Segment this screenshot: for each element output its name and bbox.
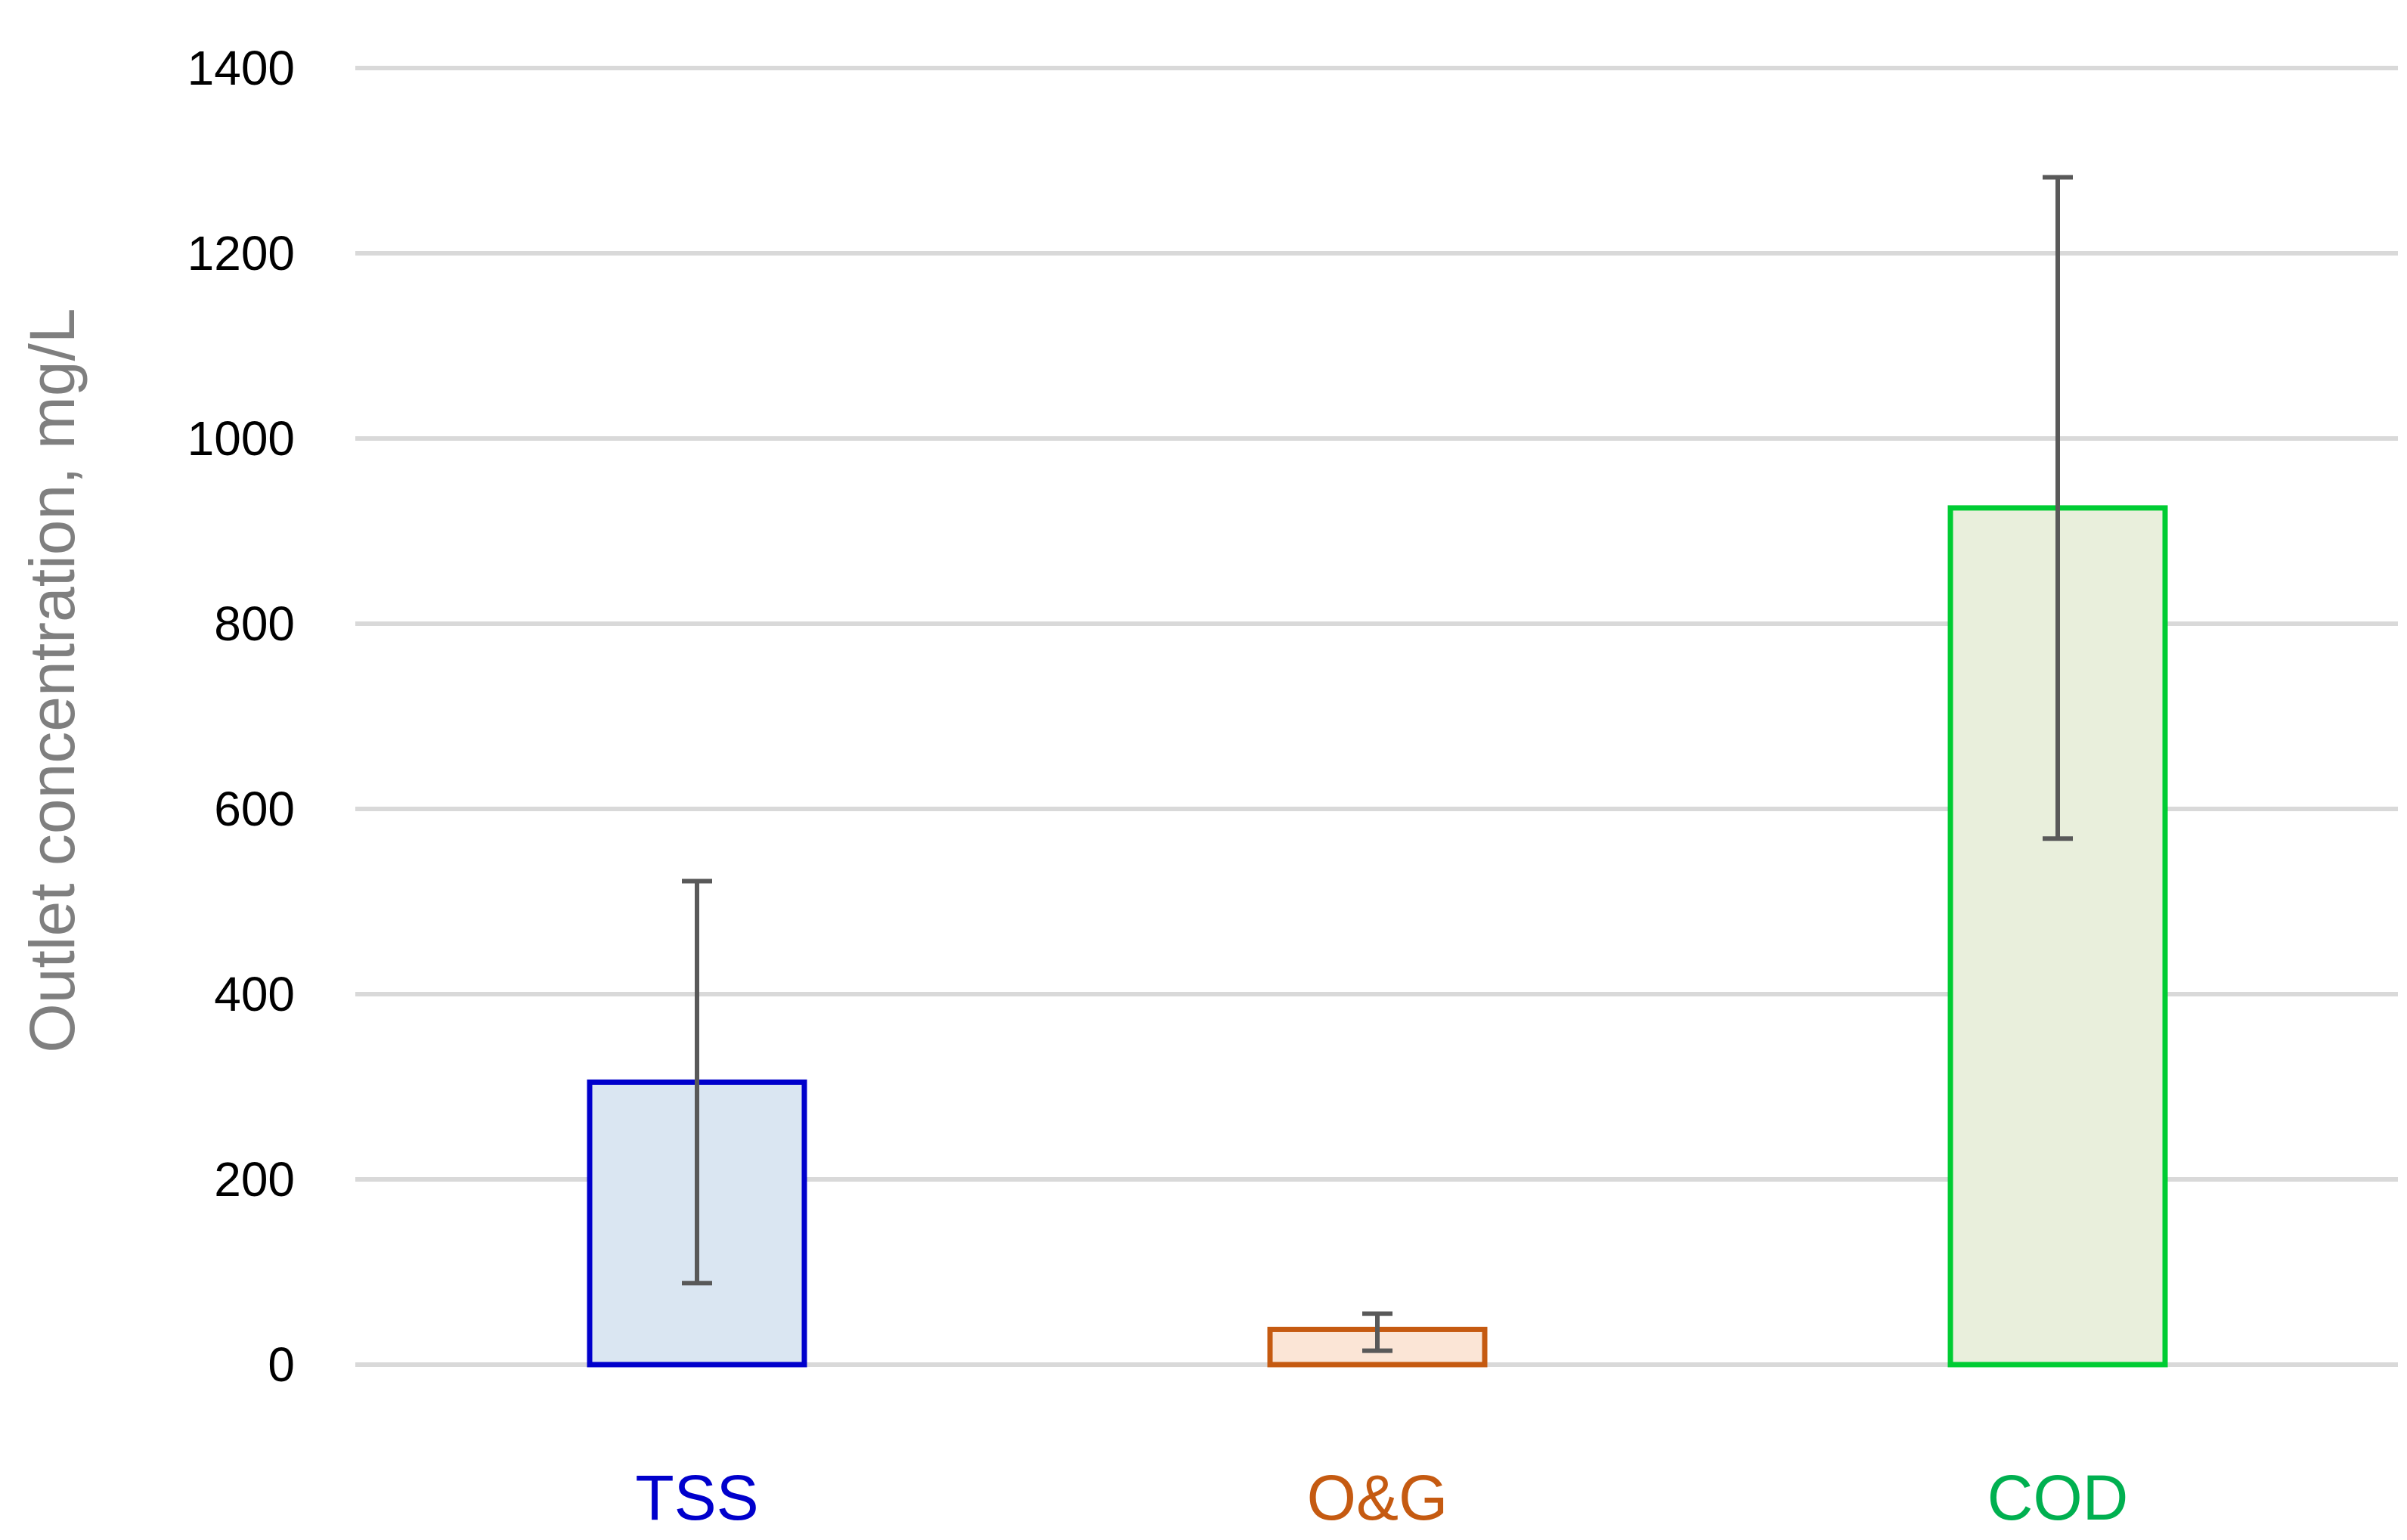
y-tick-label: 1400 [187, 41, 295, 95]
y-tick-label: 400 [214, 967, 295, 1021]
y-tick-label: 0 [268, 1337, 295, 1392]
error-bars [682, 175, 2073, 1353]
y-tick-label: 200 [214, 1152, 295, 1207]
y-tick-label: 800 [214, 596, 295, 651]
y-axis-label: Outlet concentration, mg/L [17, 308, 88, 1052]
y-tick-label: 1000 [187, 411, 295, 466]
y-tick-label: 600 [214, 782, 295, 836]
y-axis-ticks: 0 200 400 600 800 1000 1200 1400 [187, 41, 295, 1392]
x-axis-categories: TSS O&G COD [635, 1462, 2128, 1533]
x-category-label: O&G [1307, 1462, 1448, 1533]
bars [587, 505, 2168, 1368]
x-category-label: COD [1987, 1462, 2129, 1533]
x-category-label: TSS [635, 1462, 758, 1533]
y-tick-label: 1200 [187, 226, 295, 280]
